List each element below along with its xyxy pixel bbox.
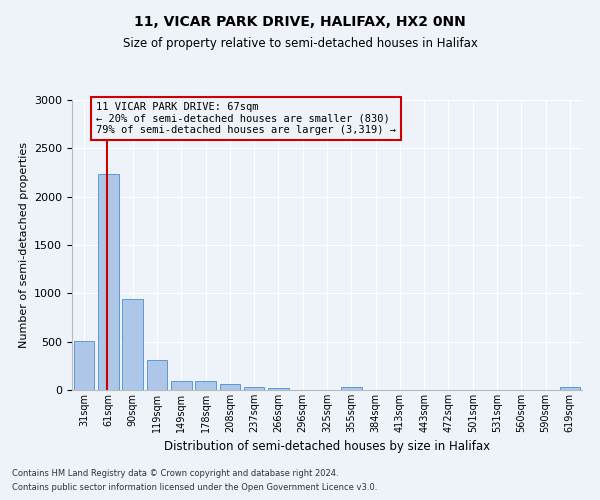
Text: Contains public sector information licensed under the Open Government Licence v3: Contains public sector information licen… bbox=[12, 484, 377, 492]
Bar bbox=[98, 174, 119, 390]
Bar bbox=[244, 387, 265, 390]
Bar bbox=[560, 387, 580, 390]
Text: Size of property relative to semi-detached houses in Halifax: Size of property relative to semi-detach… bbox=[122, 38, 478, 51]
Bar bbox=[220, 384, 240, 390]
Bar bbox=[74, 340, 94, 390]
Y-axis label: Number of semi-detached properties: Number of semi-detached properties bbox=[19, 142, 29, 348]
Text: 11, VICAR PARK DRIVE, HALIFAX, HX2 0NN: 11, VICAR PARK DRIVE, HALIFAX, HX2 0NN bbox=[134, 15, 466, 29]
Text: Contains HM Land Registry data © Crown copyright and database right 2024.: Contains HM Land Registry data © Crown c… bbox=[12, 468, 338, 477]
Bar bbox=[171, 381, 191, 390]
Bar bbox=[195, 382, 216, 390]
Bar bbox=[268, 388, 289, 390]
Bar bbox=[146, 360, 167, 390]
X-axis label: Distribution of semi-detached houses by size in Halifax: Distribution of semi-detached houses by … bbox=[164, 440, 490, 454]
Bar bbox=[122, 299, 143, 390]
Bar bbox=[341, 387, 362, 390]
Text: 11 VICAR PARK DRIVE: 67sqm
← 20% of semi-detached houses are smaller (830)
79% o: 11 VICAR PARK DRIVE: 67sqm ← 20% of semi… bbox=[96, 102, 396, 135]
